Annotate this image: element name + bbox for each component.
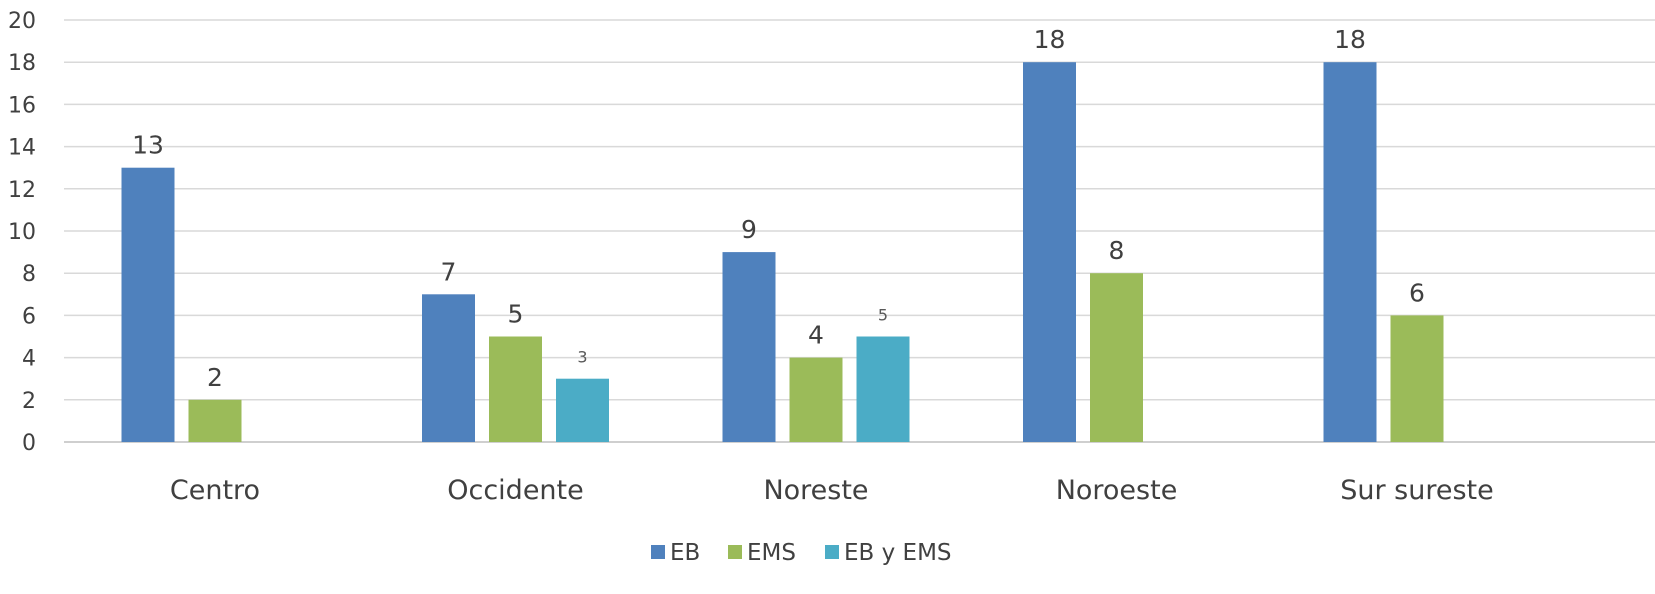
- category-label-1: Occidente: [447, 475, 584, 506]
- bar-eb-y-ems-2: [856, 336, 910, 442]
- y-tick-label-8: 8: [22, 262, 36, 287]
- bar-ems-3: [1090, 273, 1143, 442]
- y-tick-label-20: 20: [8, 9, 36, 34]
- bar-eb-0: [121, 167, 175, 442]
- legend: EB EMS EB y EMS: [651, 540, 952, 566]
- data-label-eb-2: 9: [741, 215, 757, 244]
- y-tick-label-6: 6: [22, 304, 36, 329]
- category-label-4: Sur sureste: [1340, 475, 1494, 506]
- data-label-ems-0: 2: [207, 363, 223, 392]
- bar-eb-4: [1323, 62, 1377, 442]
- data-label-eb-4: 18: [1334, 25, 1366, 54]
- y-tick-label-2: 2: [22, 389, 36, 414]
- data-label-eb-3: 18: [1034, 25, 1066, 54]
- y-tick-label-0: 0: [22, 431, 36, 456]
- y-tick-label-16: 16: [8, 93, 36, 118]
- bar-eb-2: [722, 252, 776, 442]
- gridlines: [64, 19, 1655, 443]
- y-tick-label-18: 18: [8, 51, 36, 76]
- bar-eb-3: [1023, 62, 1076, 442]
- data-label-ems-3: 8: [1109, 236, 1125, 265]
- category-label-0: Centro: [170, 475, 260, 506]
- category-label-3: Noroeste: [1056, 475, 1178, 506]
- legend-swatch-eb-y-ems: [825, 545, 839, 559]
- data-label-eb-y-ems-1: 3: [577, 348, 587, 367]
- y-tick-label-12: 12: [8, 178, 36, 203]
- legend-swatch-eb: [651, 545, 665, 559]
- y-axis-ticks: 0 2 4 6 8 10 12 14 16 18 20: [8, 9, 36, 456]
- data-label-ems-4: 6: [1409, 278, 1425, 307]
- legend-label-ems: EMS: [747, 540, 796, 566]
- legend-label-eb-y-ems: EB y EMS: [844, 540, 952, 566]
- y-tick-label-4: 4: [22, 347, 36, 372]
- data-labels: 13 2 7 5 3 9 4 5 18 8 18 6: [132, 25, 1425, 392]
- bar-ems-1: [489, 336, 542, 442]
- data-label-ems-2: 4: [808, 321, 824, 350]
- bar-eb-y-ems-1: [556, 378, 609, 442]
- category-label-2: Noreste: [763, 475, 868, 506]
- bars: [121, 62, 1444, 442]
- bar-ems-0: [188, 399, 242, 442]
- data-label-ems-1: 5: [508, 300, 524, 329]
- y-tick-label-10: 10: [8, 220, 36, 245]
- bar-ems-4: [1390, 315, 1444, 442]
- data-label-eb-1: 7: [441, 257, 457, 286]
- y-tick-label-14: 14: [8, 136, 36, 161]
- legend-swatch-ems: [728, 545, 742, 559]
- bar-eb-1: [422, 294, 475, 442]
- legend-label-eb: EB: [670, 540, 700, 566]
- bar-ems-2: [789, 357, 843, 442]
- x-axis-categories: Centro Occidente Noreste Noroeste Sur surest…: [170, 475, 1494, 506]
- data-label-eb-y-ems-2: 5: [878, 306, 888, 325]
- data-label-eb-0: 13: [132, 131, 164, 160]
